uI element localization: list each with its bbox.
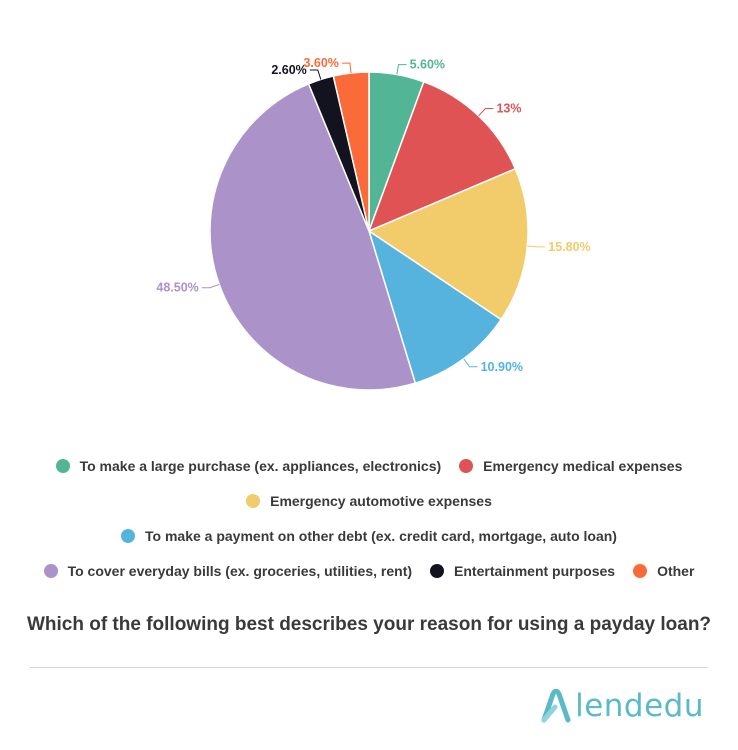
legend-label: Emergency automotive expenses	[270, 492, 492, 509]
legend-label: Other	[657, 562, 695, 579]
leader-line	[201, 283, 220, 289]
lendedu-wordmark: lendedu	[575, 688, 704, 724]
data-label: 2.60%	[271, 63, 306, 77]
legend-swatch	[246, 493, 261, 508]
data-label: 15.80%	[548, 240, 590, 254]
legend-item[interactable]: Other	[633, 563, 694, 579]
legend-item[interactable]: Emergency automotive expenses	[246, 493, 492, 509]
lendedu-logo-icon	[541, 689, 571, 723]
legend-swatch	[121, 528, 136, 543]
pie-slice	[367, 229, 503, 385]
legend-item[interactable]: To make a large purchase (ex. appliances…	[55, 457, 442, 474]
lendedu-logo: lendedu	[541, 688, 704, 724]
data-label: 48.50%	[156, 281, 198, 295]
legend-swatch	[459, 458, 474, 473]
legend-label: To make a large purchase (ex. appliances…	[79, 457, 442, 474]
legend-row: To make a payment on other debt (ex. cre…	[0, 518, 738, 553]
legend-row: To make a large purchase (ex. appliances…	[0, 448, 738, 483]
pie-chart: 5.60% 13% 15.80% 10.90% 48.50% 2.60%3.60%	[156, 56, 591, 391]
legend-label: To cover everyday bills (ex. groceries, …	[67, 562, 413, 579]
legend-label: Entertainment purposes	[454, 562, 616, 579]
legend-item[interactable]: To cover everyday bills (ex. groceries, …	[43, 562, 413, 579]
legend-swatch	[43, 563, 58, 578]
legend-swatch	[55, 458, 70, 473]
data-label: 5.60%	[410, 58, 445, 72]
leader-line	[396, 64, 407, 75]
legend-swatch	[430, 563, 445, 578]
data-label: 3.60%	[303, 56, 338, 70]
legend-row: Emergency automotive expenses	[0, 483, 738, 518]
leader-line	[478, 108, 494, 117]
leader-line	[309, 69, 322, 80]
data-label: 13%	[496, 102, 521, 116]
pie-slice	[367, 80, 517, 233]
legend-label: Emergency medical expenses	[483, 457, 683, 474]
leader-line	[341, 62, 352, 74]
legend: To make a large purchase (ex. appliances…	[0, 448, 738, 588]
legend-item[interactable]: To make a payment on other debt (ex. cre…	[121, 528, 617, 544]
leader-line	[463, 358, 478, 368]
pie-slice	[209, 82, 417, 391]
chart-question: Which of the following best describes yo…	[26, 614, 712, 635]
legend-label: To make a payment on other debt (ex. cre…	[145, 527, 617, 544]
legend-item[interactable]: Emergency medical expenses	[459, 458, 682, 474]
divider	[30, 667, 708, 668]
leader-line	[527, 245, 546, 248]
data-label: 10.90%	[481, 360, 523, 374]
legend-swatch	[633, 563, 648, 578]
legend-row: To cover everyday bills (ex. groceries, …	[0, 553, 738, 588]
legend-item[interactable]: Entertainment purposes	[430, 563, 615, 579]
